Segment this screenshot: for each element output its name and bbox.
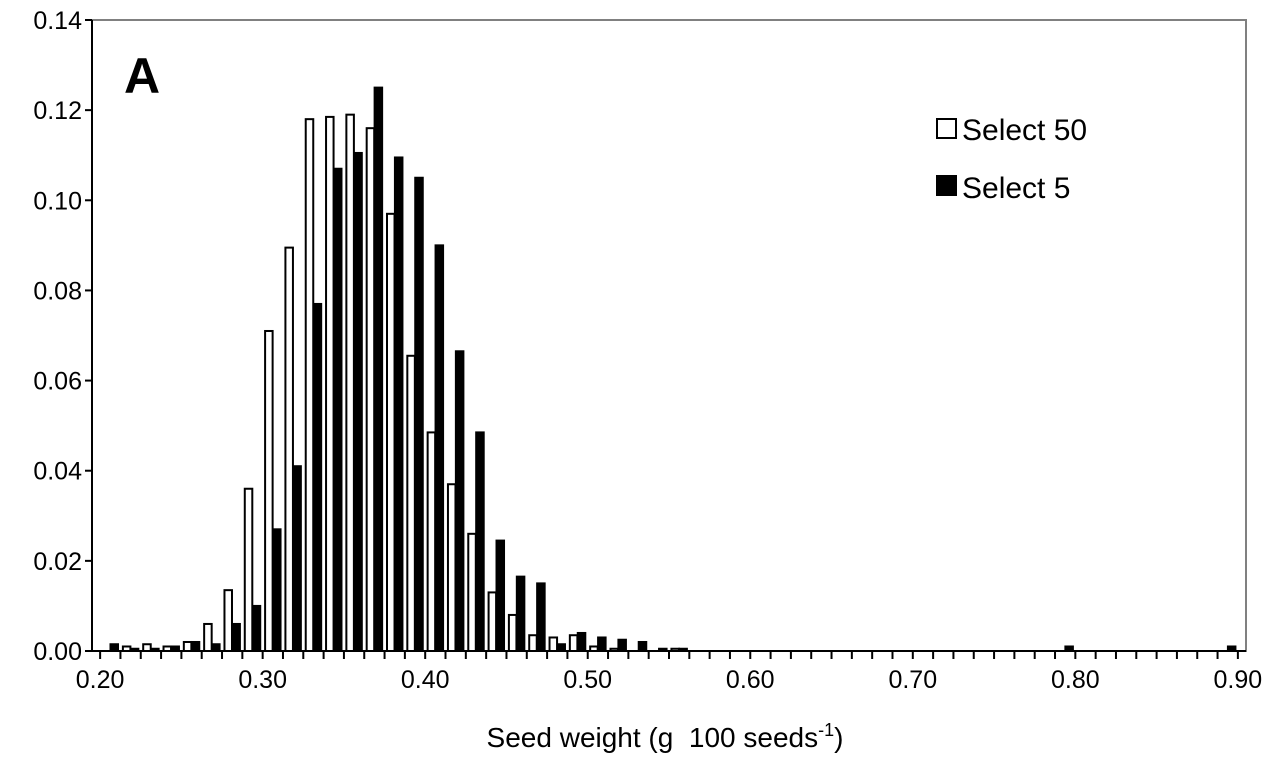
bar-select-50-11 (325, 115, 335, 652)
bar-select-5-6 (231, 622, 241, 653)
y-tick-label: 0.02 (33, 548, 82, 576)
legend-swatch-select-50 (936, 118, 957, 139)
y-tick-label: 0.12 (33, 97, 82, 125)
bar-select-50-22 (548, 636, 559, 652)
bar-select-5-11 (332, 167, 343, 653)
x-axis-title: Seed weight (g 100 seeds-1) (487, 720, 844, 753)
bar-select-50-18 (467, 532, 477, 652)
legend-label-select-5: Select 5 (962, 172, 1070, 205)
x-tick-label: 0.60 (726, 666, 775, 694)
bar-select-5-20 (515, 575, 526, 653)
bar-select-50-13 (365, 127, 376, 653)
bar-select-50-19 (487, 591, 498, 652)
bar-select-50-5 (203, 622, 213, 653)
x-tick-label: 0.80 (1051, 666, 1100, 694)
bar-select-50-21 (528, 634, 538, 652)
y-tick-label: 0.00 (33, 638, 82, 666)
y-tick-label: 0.06 (33, 368, 82, 396)
x-tick-label: 0.30 (238, 666, 287, 694)
legend-swatch-select-5 (936, 175, 957, 196)
y-tick-label: 0.10 (33, 187, 82, 215)
bar-select-5-21 (536, 582, 546, 653)
legend-label-select-50: Select 50 (962, 114, 1087, 147)
panel-label: A (124, 48, 160, 104)
bar-select-5-15 (414, 176, 424, 652)
bar-select-50-15 (406, 354, 416, 652)
bar-select-5-4 (190, 640, 201, 652)
bar-select-50-16 (426, 431, 437, 652)
bar-select-5-25 (617, 638, 627, 652)
x-axis-title-main: Seed weight (g 100 seeds (487, 722, 819, 753)
bar-select-5-22 (556, 643, 566, 652)
y-tick-label: 0.04 (33, 458, 82, 486)
bar-select-50-17 (446, 483, 457, 652)
bar-select-50-2 (142, 643, 152, 652)
bar-select-50-9 (284, 246, 294, 653)
bar-select-50-7 (243, 487, 254, 652)
bar-select-5-26 (637, 640, 648, 652)
x-tick-label: 0.40 (401, 666, 450, 694)
y-tick-label: 0.14 (33, 7, 82, 35)
bar-select-5-0 (109, 643, 120, 652)
y-axis-ticks: 0.00 0.02 0.04 0.06 0.08 0.10 0.12 0.14 (33, 7, 92, 666)
bar-select-5-12 (353, 151, 363, 653)
bar-select-5-7 (251, 604, 262, 652)
bar-select-50-6 (223, 589, 233, 653)
x-axis-title-superscript: -1 (818, 720, 834, 740)
y-tick-label: 0.08 (33, 277, 82, 305)
x-tick-label: 0.20 (76, 666, 125, 694)
bar-select-5-5 (211, 643, 221, 652)
bar-select-5-19 (495, 539, 506, 653)
x-tick-label: 0.90 (1214, 666, 1263, 694)
legend: Select 50 Select 5 (936, 114, 1087, 205)
bar-select-5-9 (292, 465, 302, 652)
x-axis-ticks: 0.20 0.30 0.40 0.50 0.60 0.70 0.80 0.90 (76, 651, 1262, 694)
bar-select-50-10 (304, 118, 315, 653)
bar-select-50-23 (568, 634, 579, 652)
bar-select-50-12 (345, 113, 355, 652)
bar-select-50-8 (264, 329, 274, 652)
bar-select-5-10 (312, 302, 323, 652)
bar-select-50-4 (182, 640, 193, 652)
x-tick-label: 0.50 (563, 666, 612, 694)
bar-select-50-20 (507, 613, 518, 653)
bar-select-5-17 (454, 350, 465, 652)
bar-select-5-13 (373, 86, 384, 653)
x-axis-title-suffix: ) (834, 722, 843, 753)
bar-select-5-24 (597, 636, 607, 652)
bar-select-50-14 (386, 212, 396, 652)
bar-select-5-8 (272, 528, 282, 652)
bar-select-5-18 (475, 431, 485, 652)
bar-select-5-14 (393, 156, 404, 652)
bar-select-5-23 (576, 631, 587, 652)
x-tick-label: 0.70 (888, 666, 937, 694)
bar-select-5-16 (434, 244, 445, 653)
